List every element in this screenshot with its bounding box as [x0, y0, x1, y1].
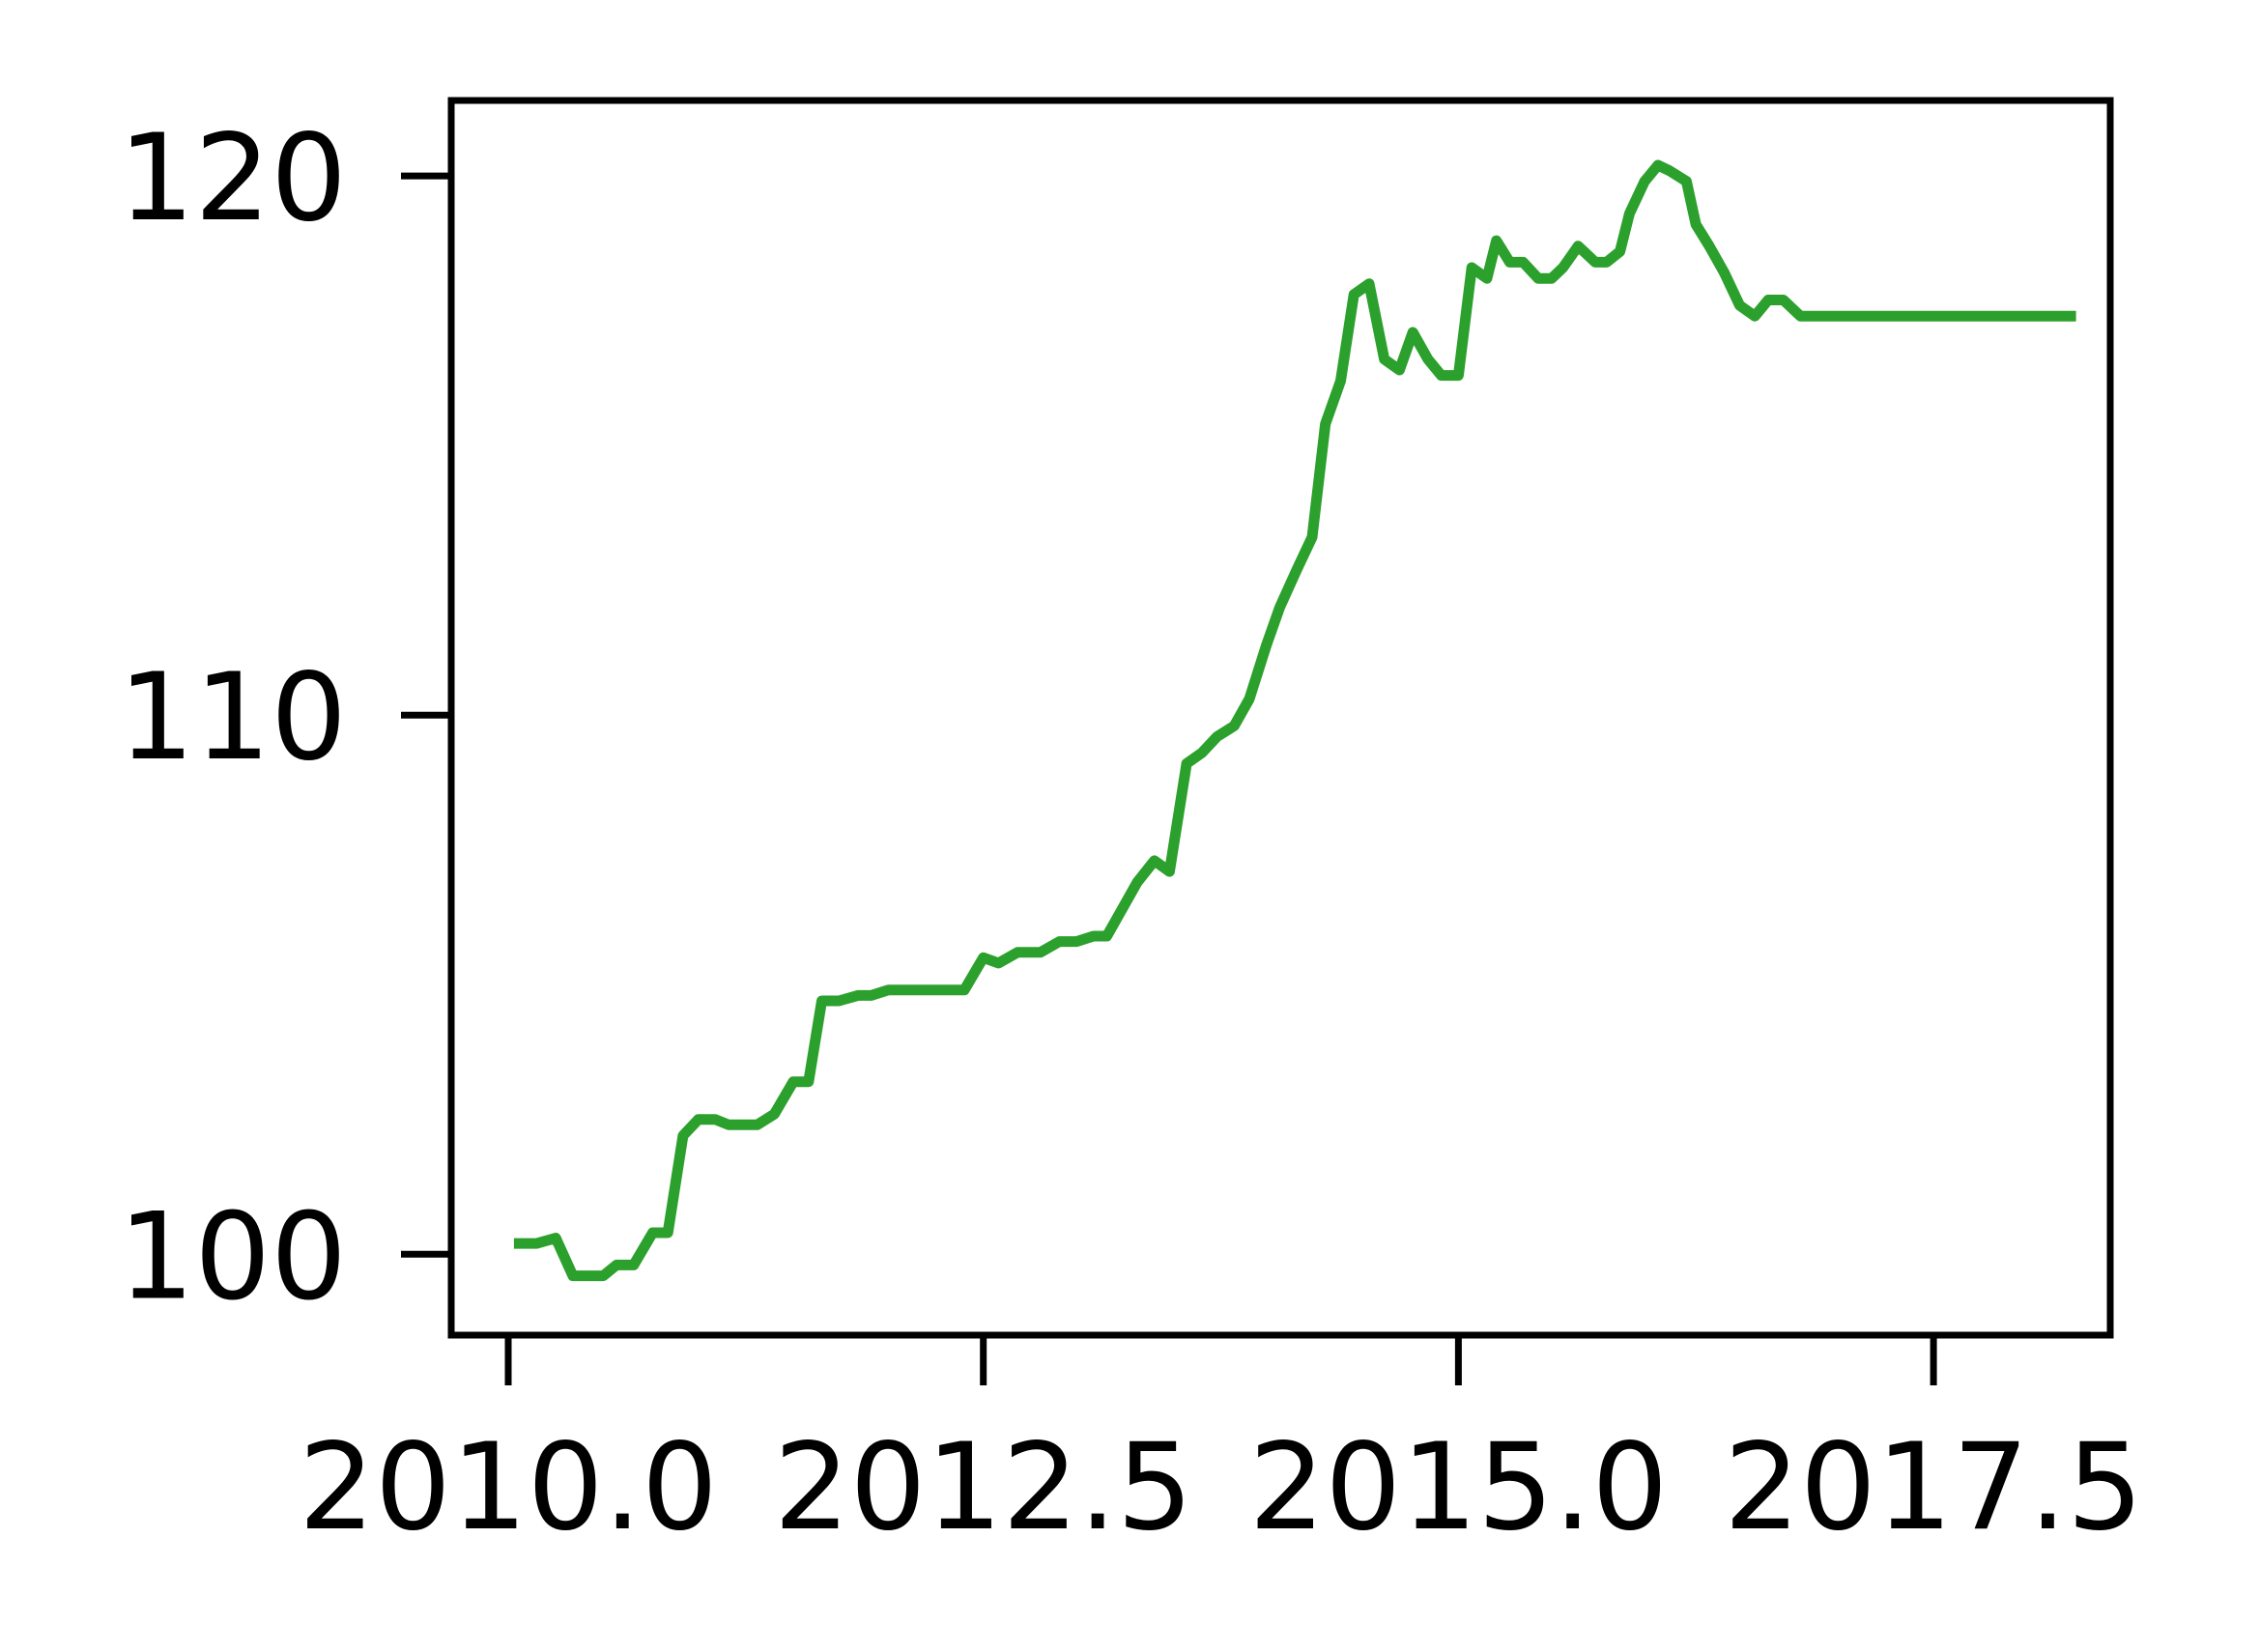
x-axis: 2010.0 2012.5 2015.0 2017.5 — [299, 1335, 2143, 1557]
y-tick-label: 100 — [118, 1187, 347, 1326]
y-tick-label: 120 — [118, 109, 347, 248]
x-tick-label: 2015.0 — [1248, 1418, 1668, 1557]
series-line — [513, 159, 2076, 1282]
x-tick-label: 2012.5 — [774, 1418, 1193, 1557]
y-tick-label: 110 — [118, 648, 347, 787]
x-tick-label: 2017.5 — [1724, 1418, 2143, 1557]
y-axis: 100 110 120 — [118, 109, 451, 1326]
series-layer — [513, 159, 2076, 1282]
x-tick-label: 2010.0 — [299, 1418, 718, 1557]
plot-frame — [447, 97, 2114, 1339]
